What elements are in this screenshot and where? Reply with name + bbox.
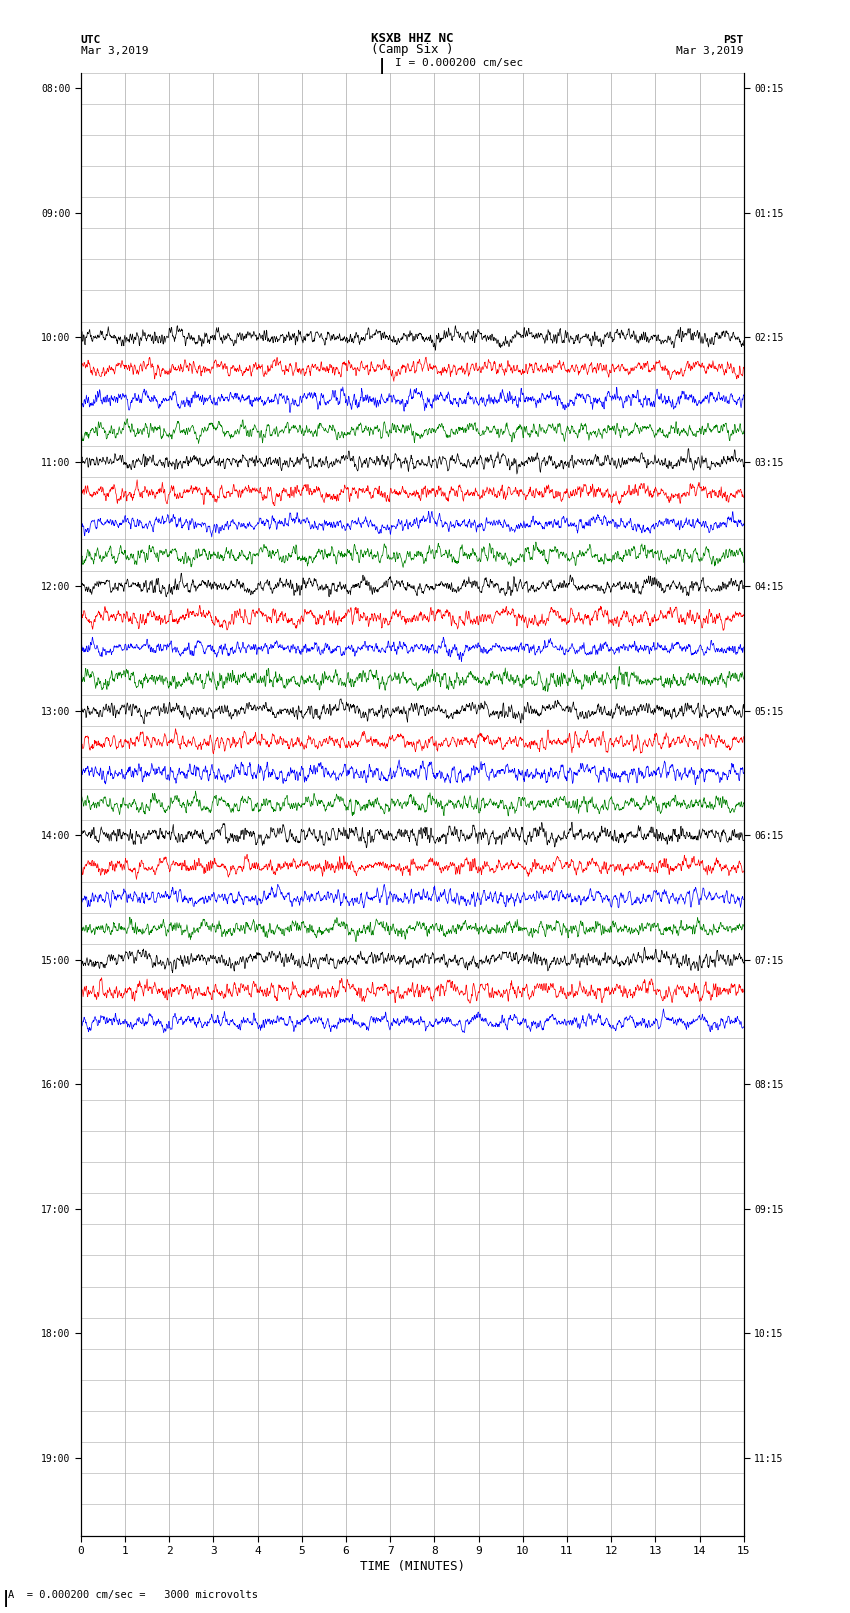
- X-axis label: TIME (MINUTES): TIME (MINUTES): [360, 1560, 465, 1573]
- Text: A  = 0.000200 cm/sec =   3000 microvolts: A = 0.000200 cm/sec = 3000 microvolts: [8, 1590, 258, 1600]
- Text: PST: PST: [723, 35, 744, 45]
- Text: Mar 3,2019: Mar 3,2019: [81, 47, 148, 56]
- Text: KSXB HHZ NC: KSXB HHZ NC: [371, 32, 454, 45]
- Text: I = 0.000200 cm/sec: I = 0.000200 cm/sec: [395, 58, 524, 68]
- Text: Mar 3,2019: Mar 3,2019: [677, 47, 744, 56]
- Text: (Camp Six ): (Camp Six ): [371, 44, 454, 56]
- Text: UTC: UTC: [81, 35, 101, 45]
